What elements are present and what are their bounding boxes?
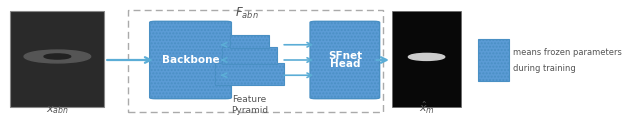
Text: SFnet: SFnet xyxy=(328,51,362,61)
Text: Feature: Feature xyxy=(232,95,267,104)
FancyBboxPatch shape xyxy=(310,21,380,99)
Text: during training: during training xyxy=(513,64,575,73)
Text: $F_{abn}$: $F_{abn}$ xyxy=(235,6,259,21)
Bar xyxy=(392,11,461,107)
Text: $\hat{x}_{m}$: $\hat{x}_{m}$ xyxy=(419,100,435,116)
FancyBboxPatch shape xyxy=(230,35,269,48)
Circle shape xyxy=(24,50,91,63)
FancyBboxPatch shape xyxy=(478,39,509,81)
FancyBboxPatch shape xyxy=(150,21,232,99)
Circle shape xyxy=(44,54,70,59)
Bar xyxy=(10,11,104,107)
Circle shape xyxy=(408,53,445,60)
Text: means frozen parameters: means frozen parameters xyxy=(513,48,621,57)
FancyBboxPatch shape xyxy=(215,63,284,85)
Text: Backbone: Backbone xyxy=(162,55,220,65)
Text: $x_{abn}$: $x_{abn}$ xyxy=(46,105,69,116)
FancyBboxPatch shape xyxy=(222,47,276,64)
Text: Pyramid: Pyramid xyxy=(231,106,268,115)
Text: Head: Head xyxy=(330,59,360,69)
